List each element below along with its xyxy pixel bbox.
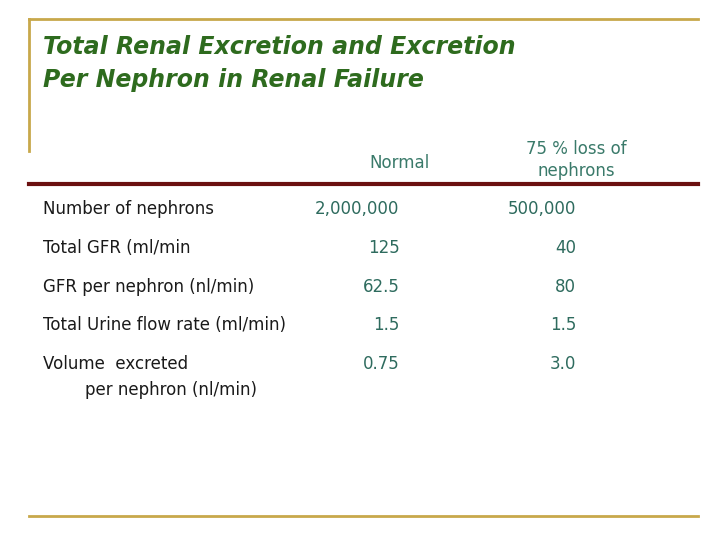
Text: 0.75: 0.75: [363, 355, 400, 373]
Text: GFR per nephron (nl/min): GFR per nephron (nl/min): [43, 278, 254, 295]
Text: per nephron (nl/min): per nephron (nl/min): [43, 381, 257, 399]
Text: Total Urine flow rate (ml/min): Total Urine flow rate (ml/min): [43, 316, 287, 334]
Text: nephrons: nephrons: [537, 162, 615, 180]
Text: 125: 125: [368, 239, 400, 256]
Text: Total Renal Excretion and Excretion: Total Renal Excretion and Excretion: [43, 35, 516, 59]
Text: Total GFR (ml/min: Total GFR (ml/min: [43, 239, 191, 256]
Text: Normal: Normal: [369, 154, 430, 172]
Text: Volume  excreted: Volume excreted: [43, 355, 189, 373]
Text: 75 % loss of: 75 % loss of: [526, 140, 626, 158]
Text: 3.0: 3.0: [549, 355, 576, 373]
Text: 62.5: 62.5: [363, 278, 400, 295]
Text: 1.5: 1.5: [549, 316, 576, 334]
Text: Number of nephrons: Number of nephrons: [43, 200, 215, 218]
Text: 40: 40: [555, 239, 576, 256]
Text: 80: 80: [555, 278, 576, 295]
Text: 2,000,000: 2,000,000: [315, 200, 400, 218]
Text: 1.5: 1.5: [373, 316, 400, 334]
Text: Per Nephron in Renal Failure: Per Nephron in Renal Failure: [43, 68, 424, 91]
Text: 500,000: 500,000: [508, 200, 576, 218]
